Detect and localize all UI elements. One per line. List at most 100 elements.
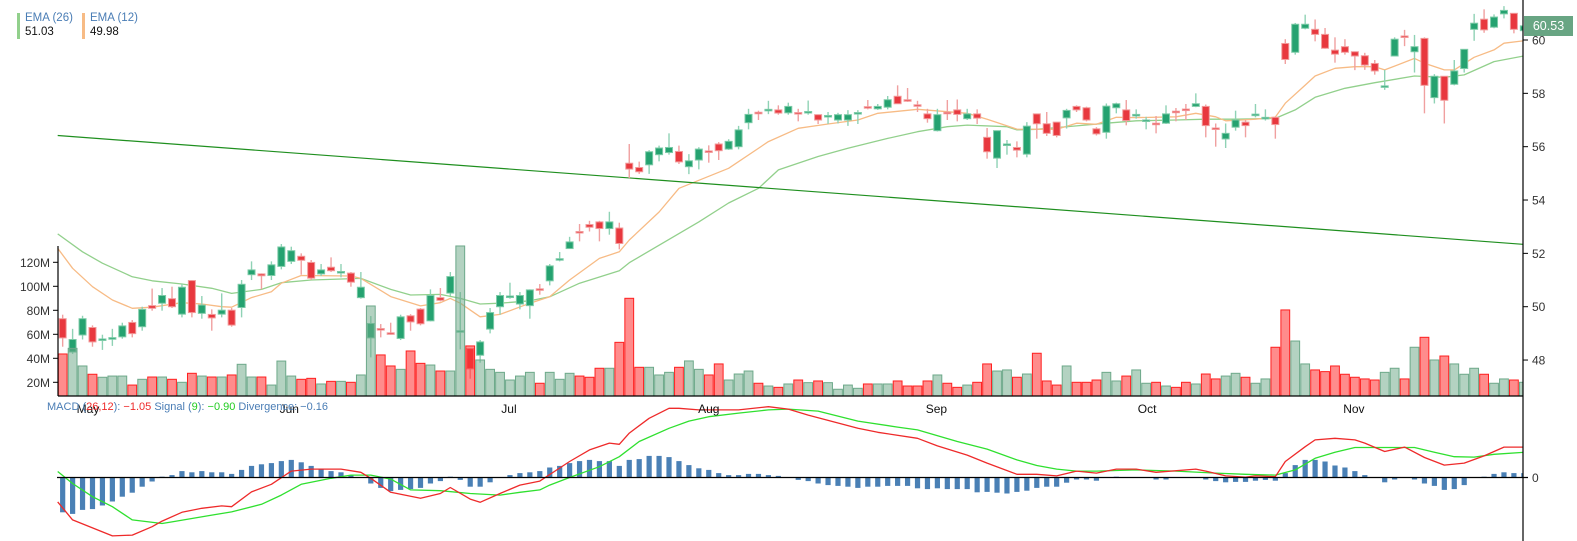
month-label: Aug (698, 402, 719, 416)
volume-bar (992, 370, 1002, 396)
candle-down (148, 305, 157, 309)
macd-histogram-bar (407, 477, 414, 490)
macd-histogram-bar (895, 477, 901, 486)
volume-bar (1071, 381, 1082, 396)
macd-legend-name: MACD ( (47, 401, 87, 413)
volume-bar (683, 360, 694, 396)
candle-up (98, 338, 107, 341)
volume-bar (862, 383, 873, 396)
volume-bar (1369, 379, 1380, 396)
candle-down (128, 321, 137, 335)
macd-histogram-bar (1223, 477, 1229, 483)
candle-up (177, 286, 186, 315)
macd-histogram-bar (527, 472, 533, 478)
macd-legend-name-close: ): (113, 401, 121, 413)
candle-down (1340, 46, 1349, 53)
ema26-line (57, 55, 1523, 305)
candle-up (555, 258, 564, 261)
macd-histogram-bar (1153, 477, 1159, 480)
macd-histogram-bar (547, 467, 553, 478)
macd-histogram-bar (865, 477, 871, 487)
candle-up (804, 110, 813, 114)
candle-down (1211, 127, 1220, 131)
candle-down (1241, 121, 1250, 127)
candle-up (1380, 85, 1389, 88)
signal-legend-name: Signal ( (151, 401, 192, 413)
volume-bar (1260, 378, 1271, 396)
macd-histogram-bar (696, 468, 702, 478)
macd-histogram-bar (825, 477, 831, 486)
candle-down (207, 313, 216, 319)
volume-bar (962, 384, 973, 396)
candle-down (386, 332, 395, 335)
macd-histogram-bar (676, 461, 682, 478)
macd-pane[interactable] (57, 406, 1527, 537)
price-tick-label: 60 (1532, 34, 1546, 48)
candle-down (1350, 51, 1359, 57)
candle-down (585, 224, 594, 228)
volume-bar (1310, 369, 1321, 396)
volume-bar (524, 371, 535, 396)
volume-bar (743, 370, 754, 396)
ema12-line (57, 40, 1523, 318)
candle-down (1092, 128, 1101, 135)
candle-up (933, 114, 942, 132)
volume-tick-label: 20M (27, 376, 50, 390)
volume-bar (544, 371, 555, 396)
candle-up (1301, 23, 1310, 29)
ema12-swatch (82, 13, 85, 39)
volume-bar (733, 373, 744, 396)
candle-down (1271, 116, 1280, 126)
macd-histogram-bar (338, 472, 344, 478)
volume-bar (892, 380, 903, 396)
macd-histogram-bar (219, 472, 225, 478)
macd-histogram-bar (60, 477, 66, 513)
volume-bar (1180, 381, 1191, 396)
candle-up (993, 130, 1002, 159)
volume-bar (296, 378, 307, 396)
candle-up (1291, 23, 1300, 53)
price-tick-label: 58 (1532, 87, 1546, 101)
month-label: Jun (280, 402, 299, 416)
volume-bar (1051, 384, 1062, 396)
volume-bar (196, 375, 207, 396)
macd-histogram-bar (656, 455, 662, 478)
macd-histogram-bar (1352, 471, 1358, 478)
macd-histogram-bar (765, 475, 772, 478)
price-volume-pane[interactable] (57, 6, 1529, 396)
volume-bar (435, 370, 446, 396)
volume-tick-label: 120M (20, 256, 50, 270)
volume-bar (624, 297, 635, 396)
volume-bar (1340, 373, 1350, 396)
volume-bar (1419, 336, 1430, 396)
volume-bar (1141, 382, 1152, 396)
volume-bar (783, 383, 794, 396)
macd-histogram-bar (1004, 477, 1010, 494)
volume-bar (1131, 369, 1142, 396)
macd-histogram-bar (1213, 477, 1219, 482)
candle-up (1102, 105, 1111, 133)
macd-histogram-bar (1163, 477, 1169, 480)
candle-down (983, 136, 992, 153)
price-tick-label: 50 (1532, 300, 1546, 314)
macd-histogram-bar (576, 461, 583, 478)
macd-histogram-bar (199, 471, 205, 478)
volume-bar (932, 374, 943, 396)
macd-histogram-bar (248, 465, 255, 478)
volume-bar (77, 365, 88, 396)
volume-bar (1190, 383, 1201, 396)
candle-up (336, 270, 345, 274)
candle-up (1410, 46, 1419, 53)
volume-bar (1161, 385, 1171, 396)
volume-bar (1479, 373, 1489, 396)
candle-down (794, 112, 803, 115)
candle-up (1251, 113, 1260, 117)
volume-bar (1489, 382, 1499, 396)
macd-histogram-bar (954, 477, 960, 490)
volume-bar (216, 376, 227, 396)
candle-down (913, 104, 922, 107)
macd-histogram-bar (606, 461, 612, 478)
candle-down (774, 109, 783, 114)
